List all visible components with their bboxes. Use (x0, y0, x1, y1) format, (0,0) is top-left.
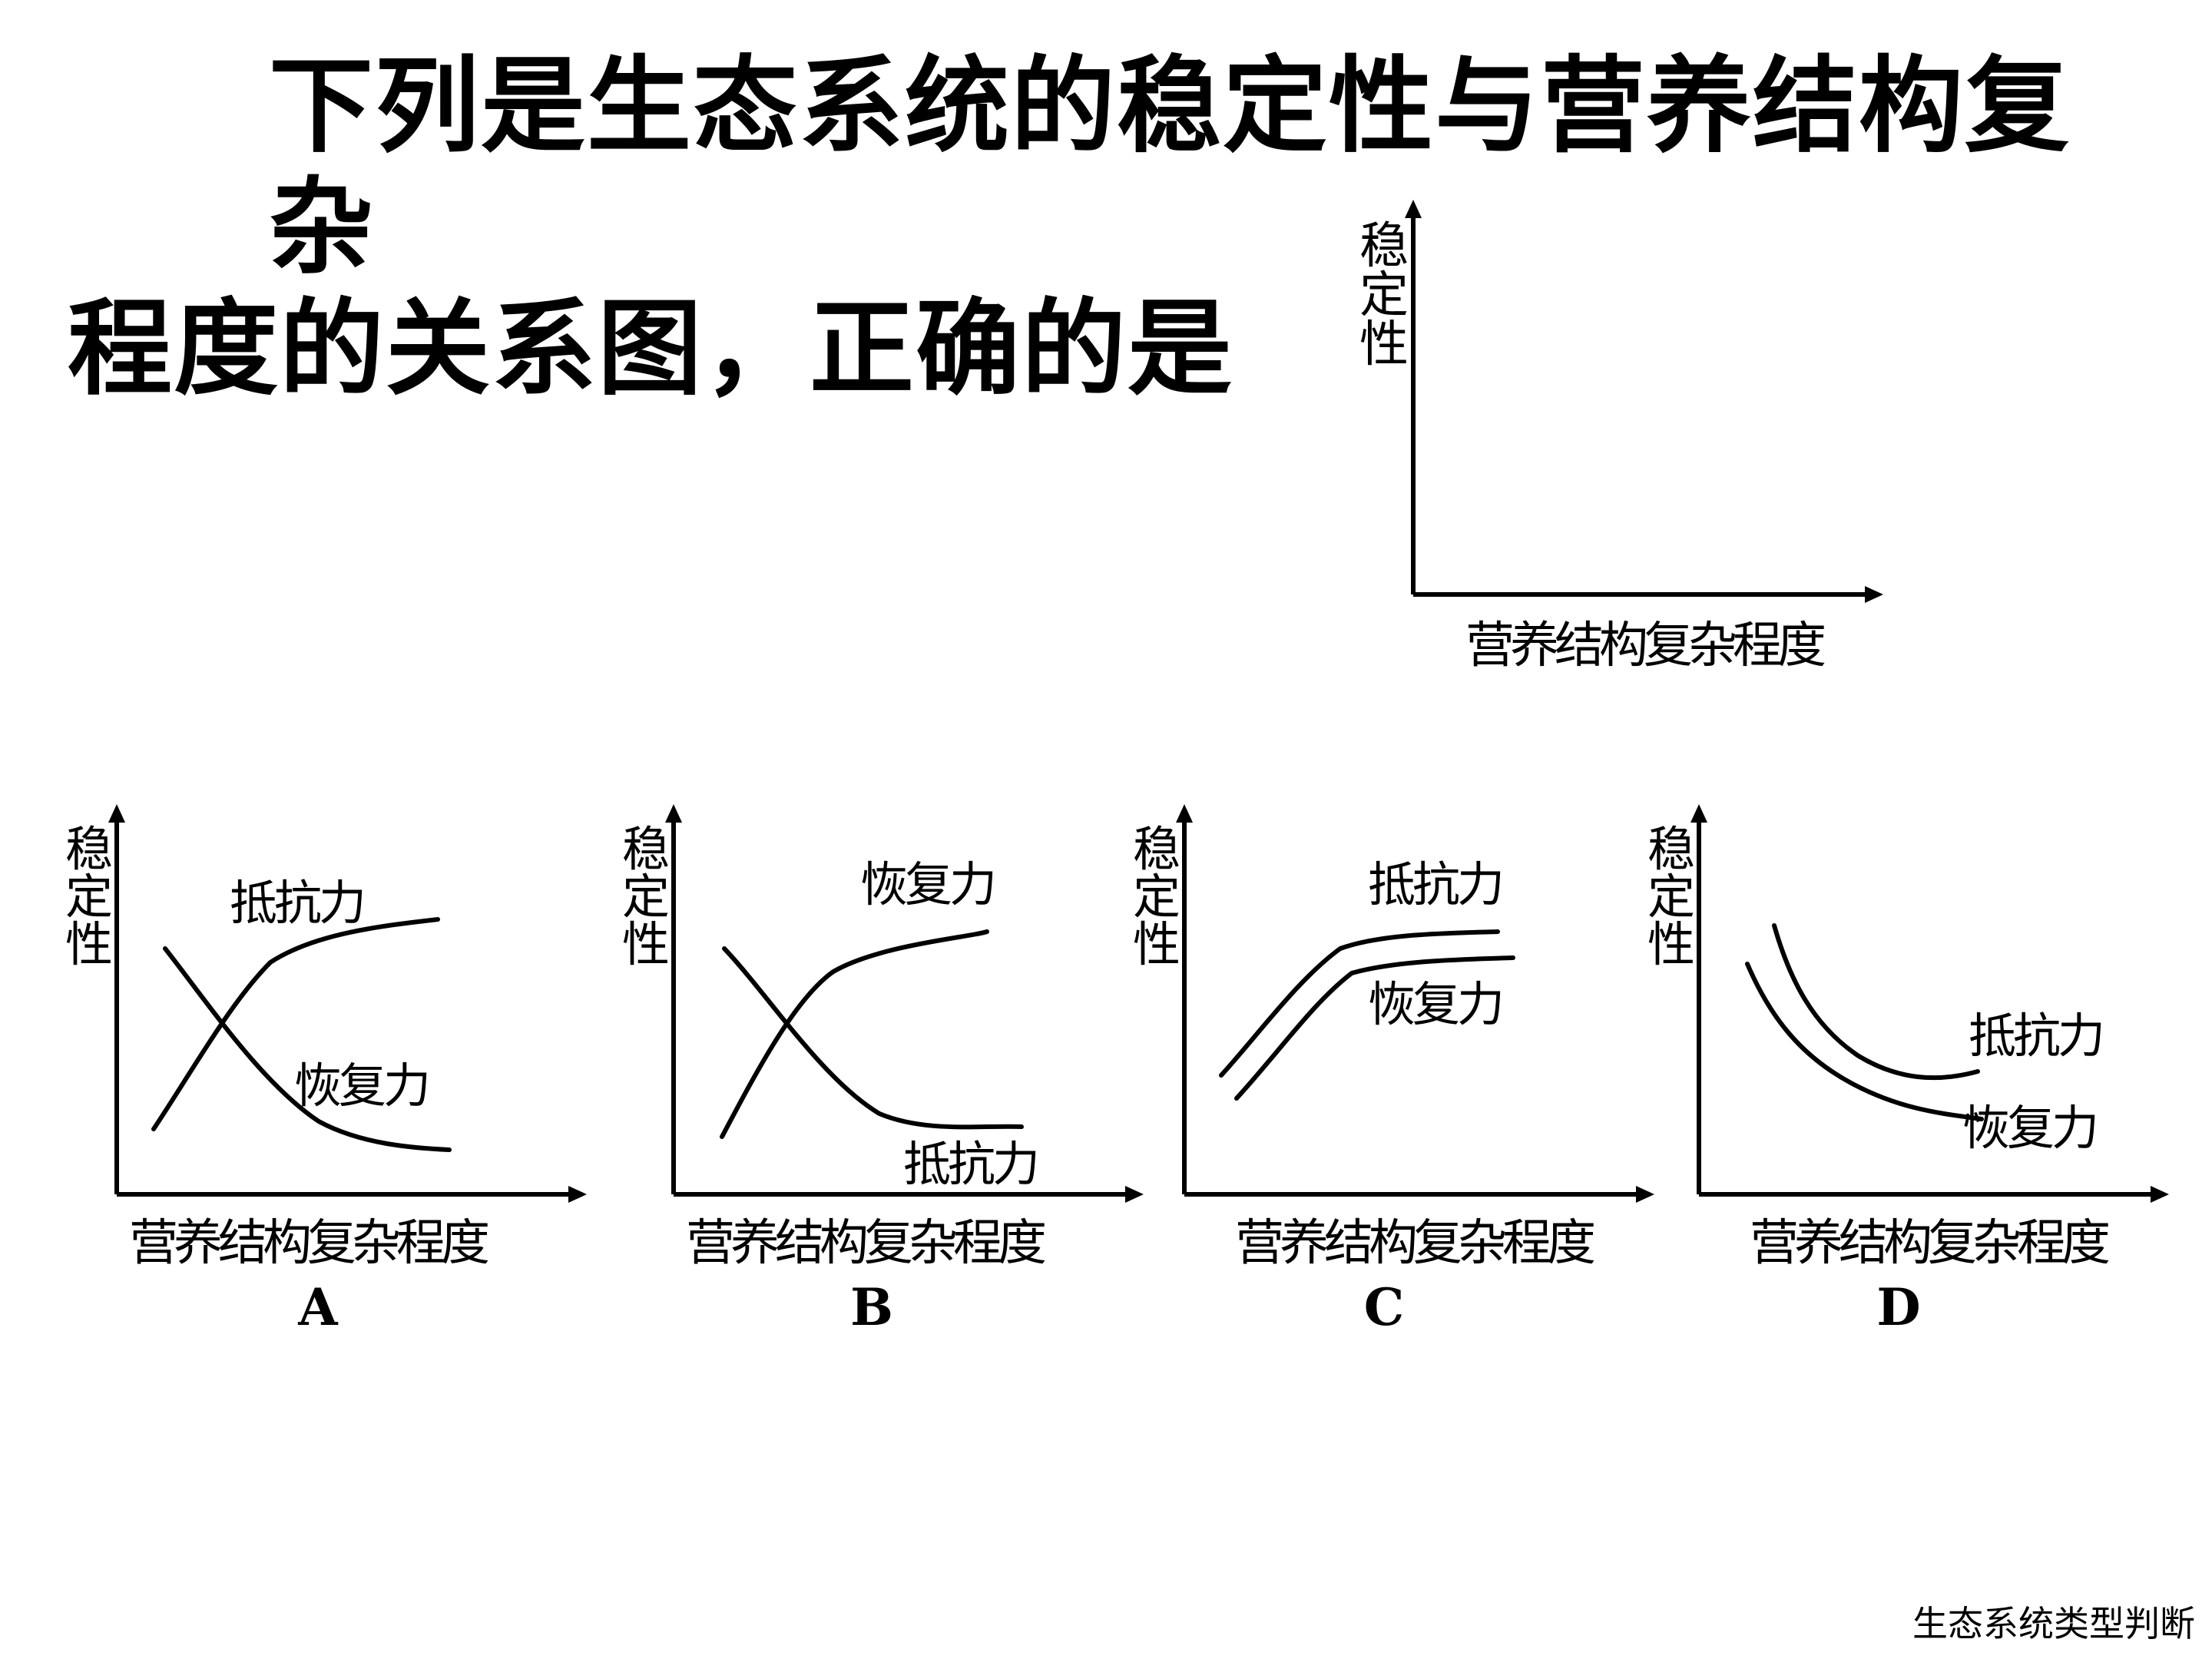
option-letter: A (297, 1277, 338, 1337)
x-axis-label: 营养结构复杂程度 (1235, 1215, 1594, 1272)
resistance-curve (722, 946, 1024, 1130)
question-title: 下列是生态系统的稳定性与营养结构复杂 程度的关系图，正确的是 (68, 46, 2157, 410)
option-b-graph[interactable]: 稳定性 恢复力 抵抗力 营养结构复杂程度 B (611, 795, 1164, 1348)
resilience-curve (1234, 955, 1515, 1101)
template-axes-graph: 稳定性 营养结构复杂程度 (1359, 200, 1883, 674)
footer-caption: 生态系统类型判断 (1912, 1603, 2195, 1644)
x-axis-label: 营养结构复杂程度 (1750, 1215, 2109, 1272)
y-axis-arrow (1176, 804, 1193, 823)
y-axis-arrow (665, 804, 682, 823)
y-axis-label: 稳定性 (622, 821, 670, 972)
curve-label-lower: 恢复力 (294, 1058, 428, 1114)
x-axis-arrow (568, 1186, 587, 1203)
x-axis-arrow (1125, 1186, 1144, 1203)
y-axis-label: 稳定性 (1133, 821, 1181, 972)
y-axis-label: 稳定性 (1359, 218, 1409, 373)
y-axis-arrow (1405, 200, 1422, 218)
y-axis-label: 稳定性 (65, 821, 113, 972)
curve-label-upper: 恢复力 (860, 856, 994, 912)
x-axis-arrow (2151, 1186, 2169, 1203)
resilience-curve (163, 946, 452, 1152)
x-axis-label: 营养结构复杂程度 (129, 1215, 488, 1272)
option-letter: D (1876, 1277, 1920, 1337)
resilience-curve (1745, 962, 1984, 1121)
x-axis-arrow (1636, 1186, 1654, 1203)
curve-label-lower: 恢复力 (1962, 1100, 2096, 1156)
resistance-curve (1772, 923, 1980, 1081)
resistance-curve (151, 917, 440, 1131)
option-letter: C (1364, 1277, 1405, 1337)
curve-label-upper: 抵抗力 (1969, 1008, 2102, 1064)
option-a-graph[interactable]: 稳定性 抵抗力 恢复力 营养结构复杂程度 A (54, 795, 607, 1348)
curve-label-lower: 抵抗力 (903, 1136, 1037, 1192)
curve-label-lower: 恢复力 (1368, 976, 1502, 1032)
resilience-curve (720, 929, 989, 1139)
x-axis-arrow (1865, 586, 1883, 603)
x-axis-label: 营养结构复杂程度 (1465, 618, 1825, 674)
x-axis-label: 营养结构复杂程度 (686, 1215, 1045, 1272)
question-line-2: 程度的关系图，正确的是 (68, 289, 1233, 410)
option-c-graph[interactable]: 稳定性 抵抗力 恢复力 营养结构复杂程度 C (1121, 795, 1674, 1348)
y-axis-arrow (108, 804, 125, 823)
option-letter: B (850, 1277, 893, 1337)
curve-label-upper: 抵抗力 (1368, 856, 1502, 912)
option-d-graph[interactable]: 稳定性 抵抗力 恢复力 营养结构复杂程度 D (1636, 795, 2189, 1348)
curve-label-upper: 抵抗力 (230, 875, 363, 931)
question-line-1: 下列是生态系统的稳定性与营养结构复杂 (269, 46, 2071, 289)
y-axis-label: 稳定性 (1647, 821, 1695, 972)
resistance-curve (1219, 929, 1500, 1078)
y-axis-arrow (1690, 804, 1707, 823)
